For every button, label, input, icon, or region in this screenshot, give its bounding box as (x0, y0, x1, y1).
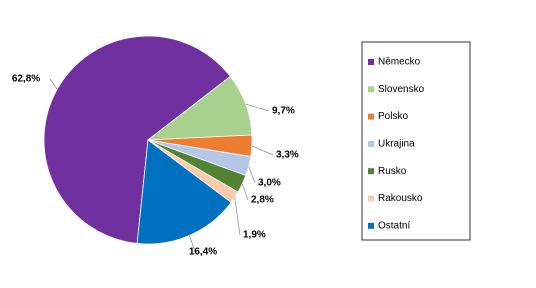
legend-label: Německo (378, 57, 421, 68)
legend-swatch (368, 113, 374, 120)
data-label: 3,3% (276, 150, 299, 161)
leader-line (234, 197, 241, 236)
legend-swatch (368, 168, 374, 175)
legend-label: Ostatní (378, 220, 410, 231)
pie-slice (136, 139, 232, 245)
leader-line (189, 235, 196, 253)
legend-box (361, 41, 471, 241)
legend-swatch (368, 222, 374, 229)
leader-line (245, 103, 270, 112)
data-label: 62,8% (12, 74, 40, 85)
legend-swatch (368, 59, 374, 65)
legend-swatch (368, 140, 374, 147)
legend-label: Polsko (378, 111, 408, 122)
data-label: 9,7% (272, 106, 295, 117)
data-label: 1,9% (243, 230, 266, 241)
legend-label: Rusko (378, 166, 407, 177)
data-label: 2,8% (251, 195, 274, 206)
leader-line (241, 183, 249, 201)
legend-swatch (368, 86, 374, 93)
legend-label: Ukrajina (378, 139, 415, 150)
leader-line (49, 78, 58, 90)
legend-label: Slovensko (378, 84, 425, 95)
legend-swatch (368, 195, 374, 202)
pie-slice (43, 35, 231, 244)
leader-line (248, 166, 256, 184)
legend-label: Rakousko (378, 193, 423, 204)
leader-line (251, 145, 274, 156)
data-label: 3,0% (258, 178, 281, 189)
data-label: 16,4% (189, 247, 217, 258)
